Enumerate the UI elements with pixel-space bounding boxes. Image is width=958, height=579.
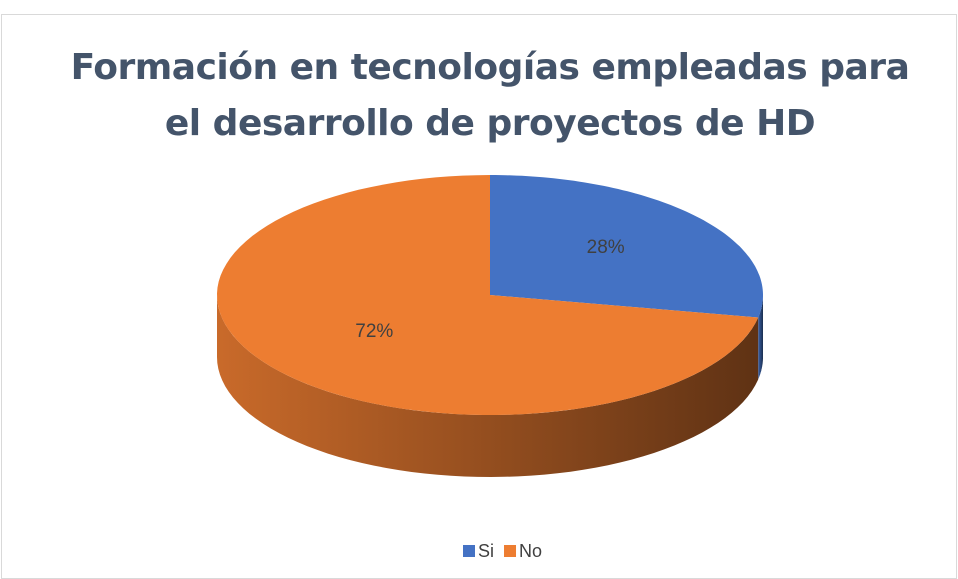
legend-swatch <box>463 545 475 557</box>
data-label: 28% <box>587 237 625 258</box>
legend-label: Si <box>478 541 494 561</box>
slice <box>490 175 763 318</box>
data-label: 72% <box>355 321 393 342</box>
slice-side <box>217 295 759 477</box>
legend-label: No <box>519 541 542 561</box>
slice-side <box>758 295 763 380</box>
slice <box>217 175 759 415</box>
legend-swatch <box>504 545 517 557</box>
chart-title: Formación en tecnologías empleadas para … <box>70 47 910 144</box>
